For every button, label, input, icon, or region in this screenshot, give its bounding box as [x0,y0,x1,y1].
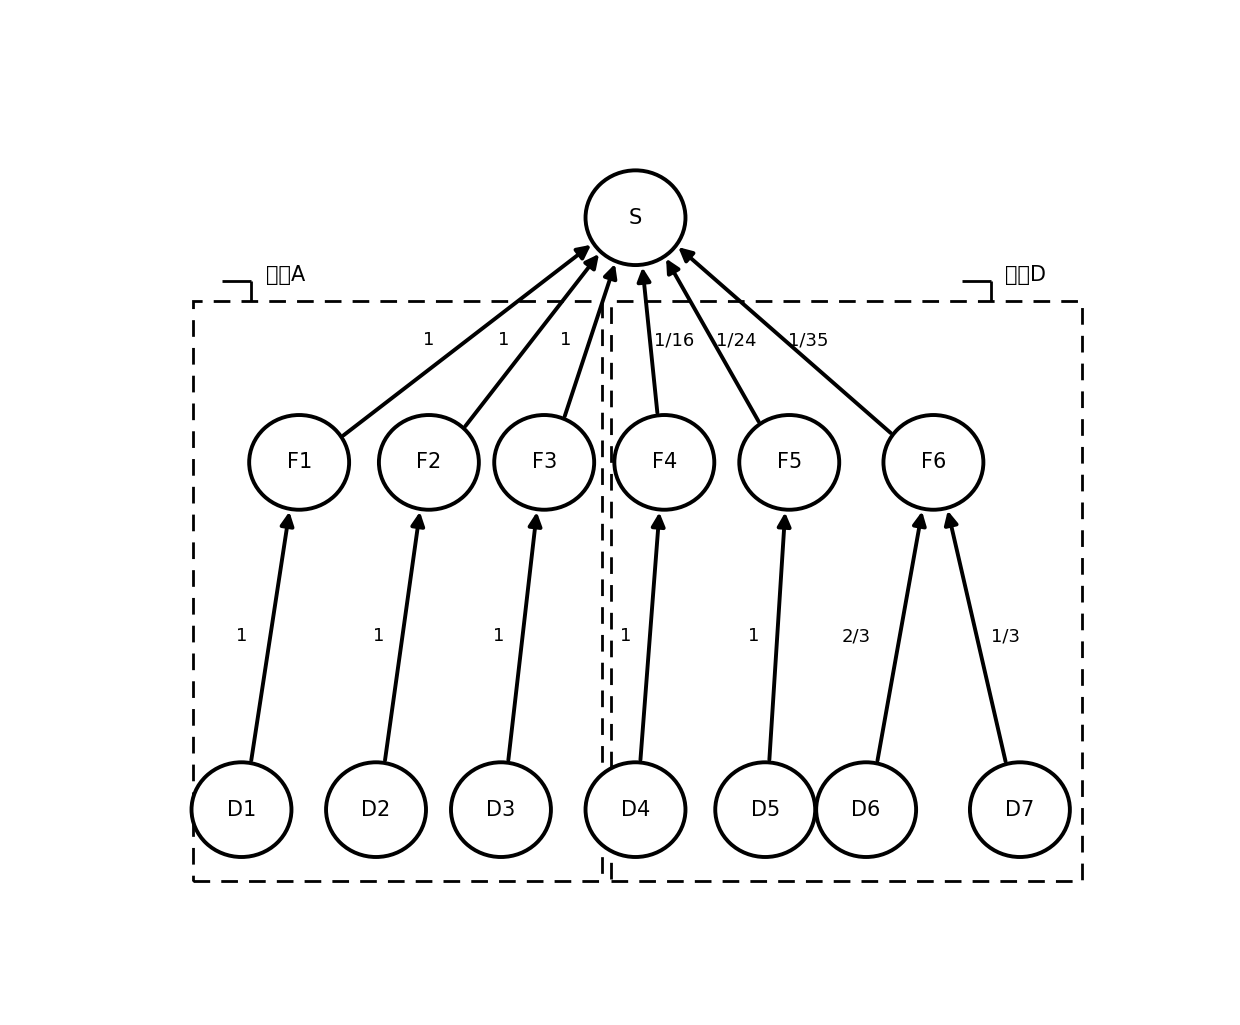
Text: 1: 1 [236,627,247,645]
Ellipse shape [970,763,1070,857]
Ellipse shape [451,763,551,857]
Text: 1/3: 1/3 [991,627,1021,645]
Text: 1: 1 [620,627,631,645]
Ellipse shape [883,415,983,509]
Ellipse shape [495,415,594,509]
Text: D1: D1 [227,800,257,820]
Text: F5: F5 [776,452,802,473]
Text: 1: 1 [423,331,434,350]
Text: 1: 1 [497,331,510,350]
Ellipse shape [614,415,714,509]
Text: F6: F6 [921,452,946,473]
Ellipse shape [585,170,686,265]
Text: F2: F2 [417,452,441,473]
Ellipse shape [715,763,815,857]
Text: D3: D3 [486,800,516,820]
Ellipse shape [816,763,916,857]
Ellipse shape [249,415,350,509]
Ellipse shape [585,763,686,857]
Text: 1: 1 [560,331,572,350]
Ellipse shape [191,763,291,857]
Text: 设备D: 设备D [1006,264,1047,285]
Text: D6: D6 [852,800,880,820]
Text: D5: D5 [750,800,780,820]
Text: D4: D4 [621,800,650,820]
Ellipse shape [739,415,839,509]
Text: S: S [629,208,642,228]
Text: D2: D2 [361,800,391,820]
Ellipse shape [326,763,427,857]
Text: 1: 1 [492,627,505,645]
Text: 设备A: 设备A [265,264,305,285]
Bar [193,300,601,880]
Ellipse shape [379,415,479,509]
Text: 2/3: 2/3 [842,627,870,645]
Text: 1/24: 1/24 [717,331,756,350]
Text: 1: 1 [373,627,384,645]
Text: D7: D7 [1006,800,1034,820]
Text: F4: F4 [652,452,677,473]
Bar [611,300,1083,880]
Text: 1/35: 1/35 [789,331,828,350]
Text: F3: F3 [532,452,557,473]
Text: 1: 1 [748,627,759,645]
Text: 1/16: 1/16 [653,331,694,350]
Text: F1: F1 [286,452,311,473]
